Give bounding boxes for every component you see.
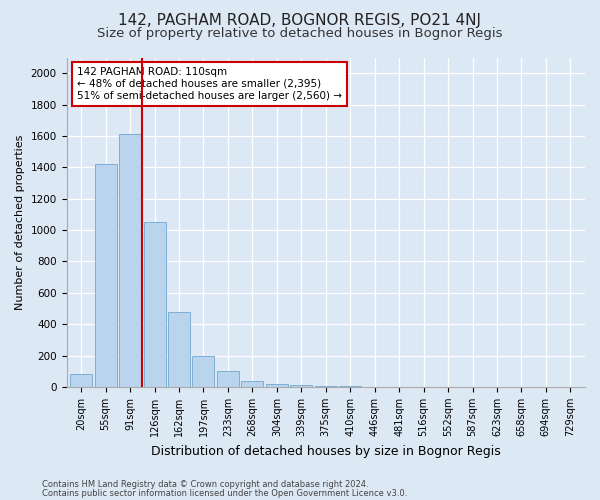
Bar xyxy=(95,164,116,387)
Bar xyxy=(193,356,214,387)
Bar xyxy=(266,384,288,387)
Text: 142 PAGHAM ROAD: 110sqm
← 48% of detached houses are smaller (2,395)
51% of semi: 142 PAGHAM ROAD: 110sqm ← 48% of detache… xyxy=(77,68,342,100)
X-axis label: Distribution of detached houses by size in Bognor Regis: Distribution of detached houses by size … xyxy=(151,444,500,458)
Bar xyxy=(70,374,92,387)
Y-axis label: Number of detached properties: Number of detached properties xyxy=(15,134,25,310)
Text: 142, PAGHAM ROAD, BOGNOR REGIS, PO21 4NJ: 142, PAGHAM ROAD, BOGNOR REGIS, PO21 4NJ xyxy=(119,12,482,28)
Bar xyxy=(168,312,190,387)
Bar xyxy=(217,372,239,387)
Bar xyxy=(119,134,141,387)
Bar xyxy=(241,380,263,387)
Bar xyxy=(143,222,166,387)
Text: Contains public sector information licensed under the Open Government Licence v3: Contains public sector information licen… xyxy=(42,488,407,498)
Text: Size of property relative to detached houses in Bognor Regis: Size of property relative to detached ho… xyxy=(97,28,503,40)
Bar xyxy=(290,384,313,387)
Text: Contains HM Land Registry data © Crown copyright and database right 2024.: Contains HM Land Registry data © Crown c… xyxy=(42,480,368,489)
Bar xyxy=(315,386,337,387)
